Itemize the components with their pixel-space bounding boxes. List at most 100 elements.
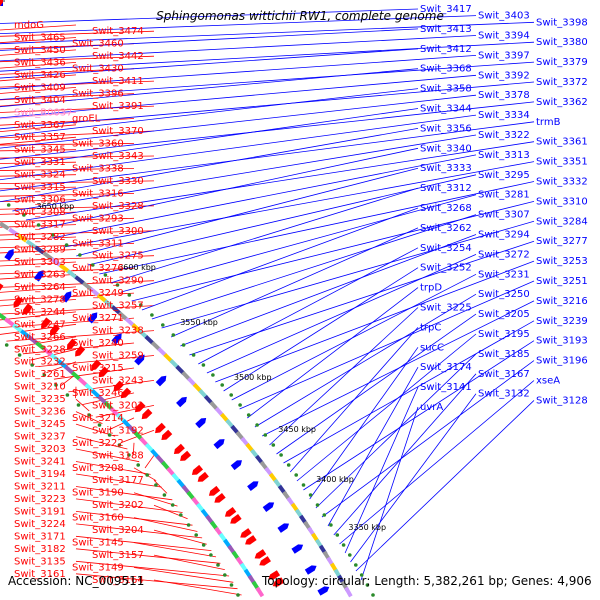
left-gene-label: Swit_3411 [92, 76, 144, 87]
gc-dot [87, 413, 91, 417]
left-gene-label: Swit_3328 [92, 201, 144, 212]
feature-block [81, 281, 93, 291]
feature-block [97, 395, 108, 405]
leader-line [110, 187, 419, 284]
leader-line [133, 467, 157, 482]
feature-block [50, 353, 61, 363]
reverse-gene-arrow [111, 333, 122, 345]
leader-line [0, 62, 77, 69]
leader-line [0, 286, 77, 293]
gc-dot [181, 343, 186, 347]
left-gene-labels: mdoG Swit_3474 Swit_3465 Swit_3460 Swit_3450… [14, 20, 144, 586]
forward-gene-arrow [230, 514, 242, 524]
leader-line [0, 242, 135, 249]
forward-gene-arrow [245, 535, 257, 545]
leader-line [0, 61, 535, 100]
leader-line [0, 74, 77, 82]
gc-dot [371, 593, 375, 597]
right-gene-label: Swit_3254 [420, 243, 472, 254]
right-gene-label: sucC [420, 342, 444, 353]
gc-dot [145, 473, 149, 477]
gc-dot [294, 473, 299, 477]
left-gene-label: Swit_3201 [92, 400, 144, 411]
leader-line [75, 448, 140, 463]
left-gene-label: Swit_3235 [14, 394, 66, 405]
left-gene-label: Swit_3442 [92, 51, 144, 62]
feature-block [77, 377, 88, 387]
leader-line [153, 504, 188, 520]
leader-line [75, 498, 183, 513]
gc-dot [246, 413, 251, 417]
left-gene-label: Swit_3257 [92, 301, 144, 312]
forward-gene-arrow [141, 408, 153, 420]
left-gene-label: Swit_3135 [14, 556, 66, 567]
leader-line [0, 323, 77, 335]
gc-dot [348, 553, 352, 557]
left-gene-label: Swit_3367 [14, 120, 66, 131]
leader-line [0, 108, 419, 169]
forward-gene-arrow [0, 0, 3, 6]
gc-dot [216, 563, 220, 567]
gc-dot [201, 363, 206, 367]
gc-dot [127, 453, 131, 457]
leader-line [0, 15, 477, 35]
leader-line [0, 80, 155, 88]
left-gene-label: Swit_3357 [14, 132, 66, 143]
gc-dot [271, 443, 276, 447]
right-gene-label: Swit_3253 [536, 256, 588, 267]
gc-dot [322, 513, 327, 517]
right-gene-label: xseA [536, 376, 560, 387]
right-gene-label: Swit_3195 [478, 329, 530, 340]
left-gene-label: Swit_3157 [92, 550, 144, 561]
left-gene-label: Swit_R0037 [14, 107, 73, 118]
left-gene-label: Swit_3474 [92, 26, 144, 37]
leader-line [223, 267, 419, 392]
leader-line [0, 267, 135, 275]
leader-line [333, 373, 477, 536]
left-gene-label: Swit_3404 [14, 95, 66, 106]
left-gene-label: groEL [72, 114, 101, 125]
feature-block [64, 365, 75, 375]
leader-line [161, 220, 535, 329]
tick-label: 3500 kbp [234, 373, 272, 382]
gc-dot [238, 403, 242, 407]
feature-block [25, 239, 37, 249]
left-gene-label: Swit_3145 [72, 538, 124, 549]
right-gene-label: Swit_3362 [536, 97, 588, 108]
feature-rings [0, 0, 353, 598]
leader-line [0, 161, 77, 164]
leader-line [133, 542, 217, 558]
right-gene-label: Swit_3368 [420, 64, 472, 75]
leader-line [170, 227, 419, 338]
leader-line [76, 167, 419, 257]
feature-block [344, 586, 353, 598]
gc-dot [42, 373, 47, 377]
left-gene-label: Swit_3232 [14, 357, 66, 368]
leader-line [0, 118, 135, 126]
right-gene-label: Swit_3281 [478, 190, 530, 201]
feature-block [16, 233, 28, 243]
gc-dot [211, 373, 215, 377]
forward-gene-arrow [41, 317, 51, 329]
left-gene-label: Swit_3240 [72, 338, 124, 349]
right-gene-label: Swit_3313 [478, 150, 530, 161]
gc-dot [229, 583, 234, 587]
gc-dot [191, 353, 196, 357]
leader-line [75, 560, 230, 577]
leader-line [0, 88, 419, 138]
feature-block [66, 269, 77, 279]
forward-gene-arrow [120, 387, 132, 399]
leader-line [0, 41, 535, 72]
right-gene-label: Swit_3394 [478, 31, 530, 42]
feature-block [255, 586, 265, 598]
gc-dot [54, 383, 58, 387]
right-gene-label: Swit_3251 [536, 276, 588, 287]
tick-label: 3600 kbp [118, 263, 156, 272]
feature-block [131, 323, 142, 333]
forward-gene-arrow [75, 345, 86, 357]
leader-line [75, 511, 193, 526]
reverse-gene-arrow [291, 544, 304, 554]
leader-line [0, 130, 155, 139]
left-gene-label: Swit_3177 [92, 475, 144, 486]
